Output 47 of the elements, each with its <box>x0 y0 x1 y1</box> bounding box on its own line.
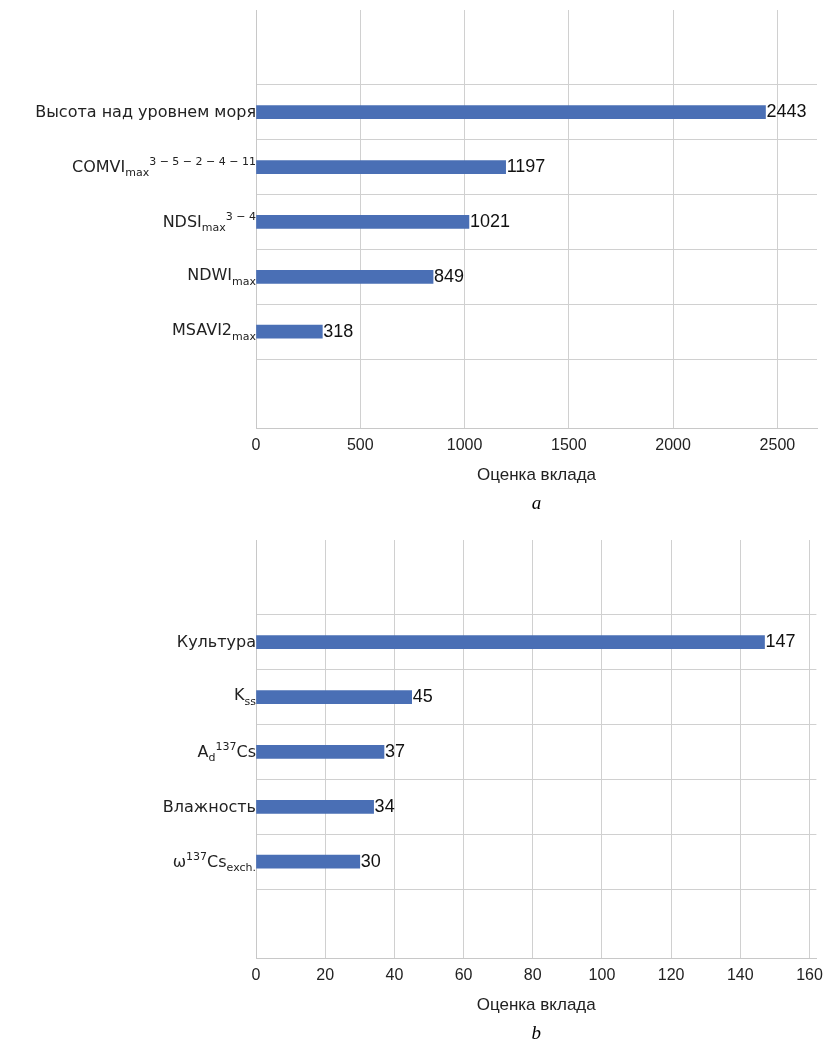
text: b <box>530 1022 542 1044</box>
y-tick-label: Высота над уровнем моря <box>35 102 256 122</box>
x-tick-label: 60 <box>454 966 473 984</box>
x-tick-label: 140 <box>726 966 754 984</box>
data-label: 2443 <box>766 101 807 122</box>
x-tick-label: 40 <box>385 966 404 984</box>
data-label: 147 <box>765 631 796 652</box>
bar <box>256 105 766 120</box>
data-label: 1021 <box>469 210 510 231</box>
bar <box>256 160 506 174</box>
x-tick-label: 0 <box>251 436 261 454</box>
x-tick-label: 2000 <box>655 436 691 454</box>
y-tick-label: Культура <box>176 632 256 652</box>
x-tick-label: 1500 <box>551 436 587 454</box>
x-tick-label: 80 <box>523 966 542 984</box>
bar <box>256 745 385 759</box>
x-axis-title: Оценка вклада <box>476 465 597 485</box>
y-tick-label: NDWI$_{max}$ <box>187 265 256 288</box>
bar <box>256 269 434 284</box>
data-label: 34 <box>374 795 395 816</box>
x-tick-label: 2500 <box>759 436 796 454</box>
bar <box>256 854 361 869</box>
x-tick-label: 500 <box>346 436 374 454</box>
data-label: 849 <box>434 265 465 286</box>
x-tick-label: 120 <box>657 966 685 984</box>
data-label: 318 <box>323 320 354 341</box>
y-tick-label: MSAVI2$_{max}$ <box>172 320 256 343</box>
bar <box>256 324 323 339</box>
y-tick-label: K$_{ss}$ <box>234 685 256 708</box>
y-tick-label: A$_{d}$$^{137}$Cs <box>197 740 256 764</box>
y-tick-label: Влажность <box>162 796 256 816</box>
data-label: 45 <box>412 686 433 707</box>
bar <box>256 799 374 814</box>
data-label: 37 <box>384 740 406 761</box>
x-tick-label: 1000 <box>446 436 483 454</box>
bar <box>256 215 470 229</box>
x-axis-title: Оценка вклада <box>476 995 597 1015</box>
bar <box>256 690 412 704</box>
x-tick-label: 160 <box>796 966 823 984</box>
data-label: 30 <box>360 850 381 871</box>
x-tick-label: 0 <box>251 966 261 984</box>
bar <box>256 635 765 650</box>
y-tick-label: ω$^{137}$Cs$_{exch.}$ <box>172 849 256 874</box>
text: a <box>530 492 543 514</box>
x-tick-label: 20 <box>316 966 335 984</box>
data-label: 1197 <box>506 156 546 177</box>
x-tick-label: 100 <box>588 966 616 984</box>
